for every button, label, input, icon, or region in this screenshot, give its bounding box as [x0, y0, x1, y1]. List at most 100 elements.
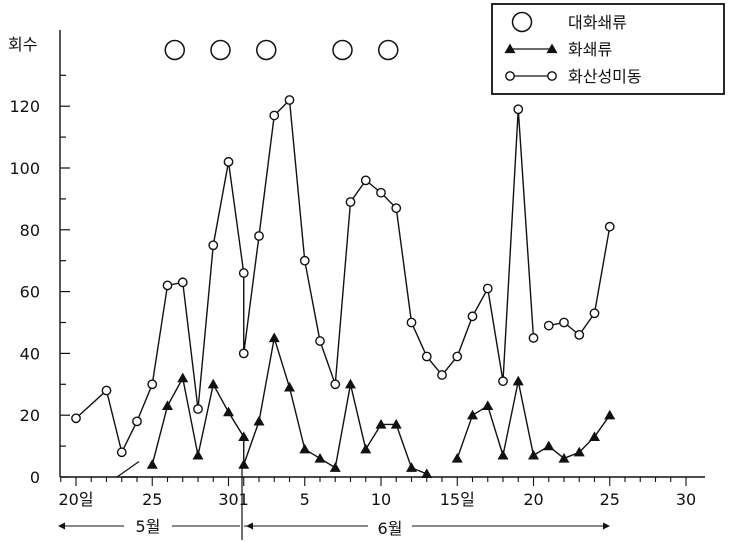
month-arrowhead	[603, 522, 610, 530]
data-point-triangle	[268, 332, 280, 343]
data-point-triangle	[512, 375, 524, 386]
data-point-circle	[559, 317, 569, 328]
legend-label: 화쇄류	[568, 40, 612, 59]
data-point-circle	[406, 317, 417, 328]
x-tick-label: 5	[300, 490, 310, 509]
data-point-circle	[437, 370, 447, 380]
series-line	[548, 226, 611, 336]
data-point-triangle	[162, 400, 173, 411]
month-arrowhead	[246, 522, 253, 530]
data-point-triangle	[451, 452, 463, 463]
data-point-triangle	[589, 431, 600, 441]
data-point-triangle	[284, 381, 295, 392]
data-point-triangle	[573, 446, 585, 457]
data-point-circle	[547, 71, 557, 81]
y-tick-label: 80	[20, 221, 40, 240]
data-point-circle	[330, 379, 341, 390]
data-point-circle	[193, 404, 203, 414]
data-point-circle	[604, 221, 615, 232]
x-tick-label: 1	[239, 490, 249, 509]
x-tick-label: 30	[676, 490, 696, 509]
data-point-triangle	[375, 418, 387, 429]
data-point-circle	[482, 283, 493, 294]
data-point-triangle	[558, 452, 570, 463]
data-point-triangle	[299, 443, 311, 454]
data-point-circle	[238, 348, 249, 359]
month-label-may: 5월	[136, 517, 161, 536]
big-circle-event	[378, 39, 399, 61]
legend-label: 화산성미동	[568, 67, 642, 86]
data-point-triangle	[504, 43, 516, 54]
data-point-triangle	[482, 400, 494, 411]
data-point-circle	[421, 351, 432, 362]
data-point-circle	[101, 385, 112, 396]
legend-marker-big-circle	[511, 11, 533, 33]
data-point-circle	[543, 320, 554, 331]
data-point-triangle	[360, 443, 372, 454]
x-tick-label: 10	[371, 490, 391, 509]
data-point-circle	[498, 376, 508, 387]
data-point-triangle	[146, 459, 158, 469]
data-point-circle	[71, 413, 81, 424]
y-tick-label: 60	[20, 283, 40, 302]
x-tick-label: 30	[218, 490, 238, 509]
data-point-triangle	[238, 431, 250, 441]
big-circle-event	[210, 39, 231, 61]
data-point-triangle	[253, 415, 265, 426]
month-label-june: 6월	[378, 519, 403, 538]
data-point-triangle	[238, 459, 250, 469]
data-point-circle	[147, 379, 158, 390]
data-point-triangle	[421, 468, 433, 479]
data-point-triangle	[207, 378, 219, 389]
x-tick-label: 25	[142, 490, 162, 509]
data-point-circle	[574, 329, 585, 340]
data-point-circle	[360, 175, 371, 186]
data-point-triangle	[467, 409, 478, 420]
data-point-circle	[452, 351, 463, 362]
y-tick-label: 20	[20, 406, 40, 425]
series-connector	[116, 461, 140, 478]
series-circle	[71, 95, 615, 458]
data-point-circle	[513, 104, 524, 115]
data-point-circle	[238, 268, 249, 278]
y-axis-title: 회수	[8, 35, 37, 54]
legend-label: 대화쇄류	[568, 13, 627, 32]
big-circle-events	[164, 39, 399, 61]
data-point-circle	[299, 255, 310, 266]
month-annotations: 5월 6월	[58, 517, 610, 538]
data-point-triangle	[546, 43, 558, 54]
data-point-triangle	[406, 462, 417, 472]
y-tick-label: 120	[9, 97, 40, 116]
data-point-triangle	[223, 406, 234, 417]
data-point-circle	[391, 203, 402, 214]
x-tick-label: 20	[523, 490, 543, 509]
data-point-triangle	[390, 418, 402, 429]
data-point-circle	[315, 336, 325, 346]
data-point-circle	[132, 416, 142, 427]
data-point-circle	[505, 71, 515, 81]
y-tick-label: 40	[20, 344, 40, 363]
data-point-circle	[223, 156, 234, 167]
data-point-circle	[116, 447, 127, 458]
data-point-triangle	[192, 449, 204, 460]
data-point-circle	[208, 240, 219, 251]
month-arrowhead	[58, 522, 65, 530]
x-tick-label: 25	[600, 490, 620, 509]
data-point-circle	[284, 95, 295, 105]
data-point-triangle	[345, 378, 356, 389]
data-point-triangle	[329, 462, 341, 472]
y-tick-label: 0	[30, 468, 40, 487]
data-point-triangle	[604, 409, 616, 420]
data-point-circle	[589, 308, 600, 319]
data-point-circle	[254, 231, 264, 241]
series-triangle	[121, 332, 616, 479]
data-point-circle	[345, 197, 356, 207]
data-point-circle	[269, 110, 280, 121]
data-point-triangle	[177, 372, 189, 383]
x-tick-label: 15일	[440, 490, 475, 509]
data-point-circle	[467, 311, 478, 322]
series-line	[456, 381, 611, 460]
data-point-triangle	[528, 449, 539, 460]
